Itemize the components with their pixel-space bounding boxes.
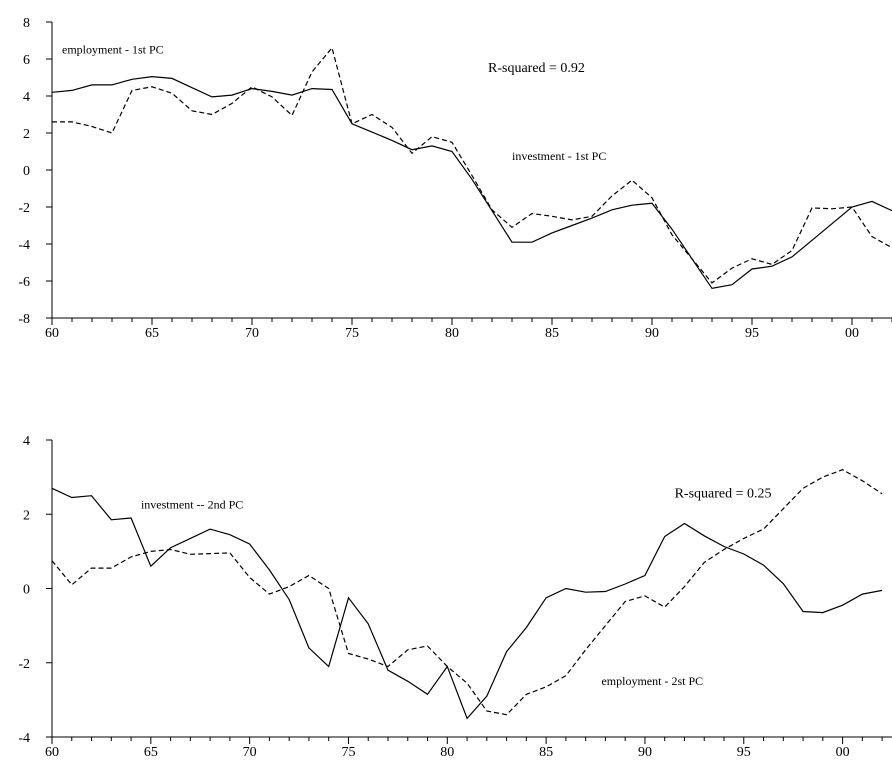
x-tick-label: 90 [645,326,659,341]
y-tick-label: -2 [18,201,30,216]
x-tick-label: 70 [243,745,257,760]
y-tick-label: 6 [23,53,30,68]
x-tick-label: 00 [845,326,859,341]
y-tick-label: -8 [18,312,30,327]
chart-panel-top: -8 -6 -4 -2 0 2 4 6 8 60 65 70 75 80 85 90 95 00 employmen… [18,16,892,341]
x-tick-label: 85 [545,326,559,341]
x-tick-label: 60 [45,745,59,760]
x-tick-label: 60 [45,326,59,341]
y-tick-label: 2 [23,508,30,523]
chart-annotation: employment - 2st PC [601,674,703,688]
x-tick-label: 65 [145,326,159,341]
x-tick-label: 80 [445,326,459,341]
y-tick-label: -6 [18,275,30,290]
y-tick-label: 8 [23,16,30,31]
y-tick-label: -2 [18,657,30,672]
series-line-solid [52,75,892,290]
chart-panel-bottom: -4 -2 0 2 4 60 65 70 75 80 85 90 95 00 investment -- 2… [18,434,892,760]
y-tick-label: 4 [23,90,30,105]
chart-annotation: R-squared = 0.25 [675,487,772,502]
series-line-dashed [52,46,892,284]
chart-annotation: investment - 1st PC [512,149,606,163]
y-tick-label: 4 [23,434,30,449]
chart-annotation: investment -- 2nd PC [141,498,243,512]
x-tick-label: 90 [638,745,652,760]
x-tick-label: 75 [345,326,359,341]
x-tick-label: 70 [245,326,259,341]
series-line-dashed [52,469,883,716]
chart-annotation: R-squared = 0.92 [488,61,585,76]
y-tick-label: 0 [23,583,30,598]
series-line-solid [52,487,883,720]
x-tick-label: 95 [737,745,751,760]
x-tick-label: 00 [836,745,850,760]
y-tick-label: 0 [23,164,30,179]
x-tick-label: 65 [144,745,158,760]
y-tick-label: 2 [23,127,30,142]
y-tick-label: -4 [18,731,30,746]
x-tick-label: 85 [539,745,553,760]
x-tick-label: 75 [341,745,355,760]
x-tick-label: 80 [440,745,454,760]
chart-annotation: employment - 1st PC [62,42,164,56]
y-tick-label: -4 [18,238,30,253]
x-tick-label: 95 [745,326,759,341]
